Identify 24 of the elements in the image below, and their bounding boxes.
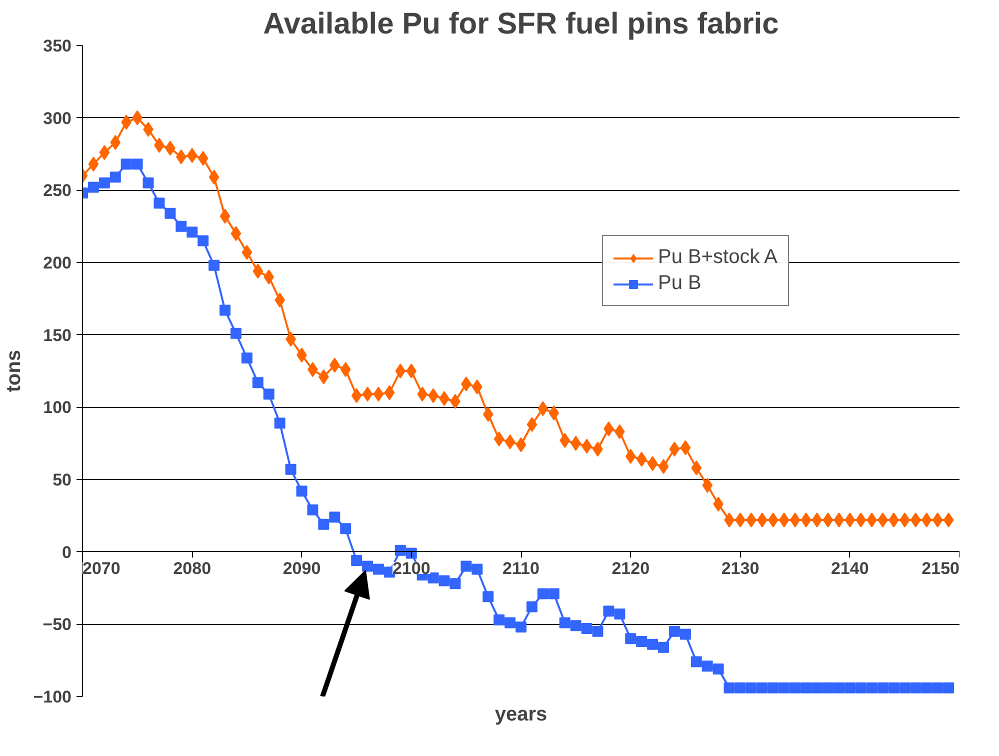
y-tick-label: 350 [43,36,72,56]
legend-label: Pu B+stock A [658,246,778,269]
x-tick-label: 2080 [173,558,212,578]
y-tick-label: 0 [62,542,72,562]
y-tick-label: 300 [43,108,72,128]
x-tick-label: 2100 [392,558,430,578]
x-tick-label: 2150 [922,558,960,578]
x-tick-label: 2070 [82,558,120,578]
x-tick-label: 2090 [282,558,321,578]
x-axis-title: years [494,704,548,726]
y-tick-label: 200 [43,254,72,272]
y-tick-label: 250 [43,181,72,200]
y-tick-label: 150 [43,326,72,345]
y-axis-title: tons [3,350,26,392]
x-tick-label: 2140 [830,558,869,578]
y-tick-label: −100 [33,688,72,706]
y-tick-label: 50 [52,470,72,490]
y-tick-label: −50 [42,615,72,634]
y-tick-label: 100 [43,398,72,418]
x-tick-label: 2110 [502,558,540,578]
x-tick-label: 2120 [612,558,650,578]
legend-label: Pu B [658,272,702,295]
x-tick-label: 2130 [721,558,760,578]
chart-title: Available Pu for SFR fuel pins fabric [263,8,779,40]
